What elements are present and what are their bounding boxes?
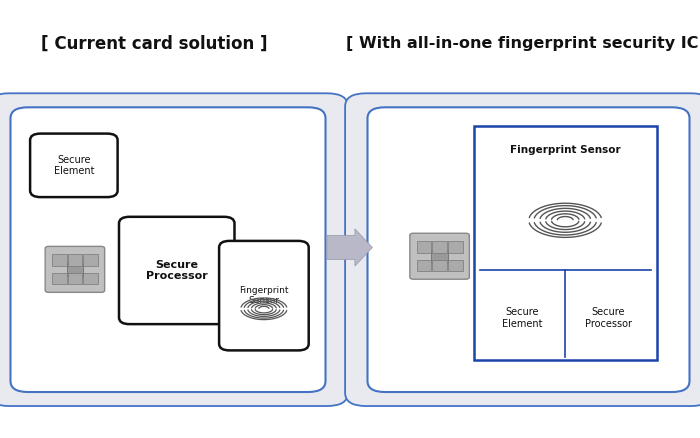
Bar — [52, 273, 66, 284]
Bar — [416, 260, 431, 271]
Text: Secure
Processor: Secure Processor — [584, 307, 631, 329]
FancyBboxPatch shape — [368, 107, 690, 392]
Text: Fingerprint
Sensor: Fingerprint Sensor — [239, 286, 288, 305]
FancyBboxPatch shape — [219, 241, 309, 350]
FancyBboxPatch shape — [431, 250, 448, 263]
Text: Fingerprint Sensor: Fingerprint Sensor — [510, 145, 621, 155]
FancyBboxPatch shape — [119, 217, 234, 324]
FancyBboxPatch shape — [474, 126, 657, 360]
FancyBboxPatch shape — [0, 93, 348, 406]
FancyBboxPatch shape — [66, 263, 83, 276]
Text: Secure
Element: Secure Element — [54, 155, 94, 176]
FancyBboxPatch shape — [30, 134, 118, 197]
Bar — [448, 260, 463, 271]
Bar — [448, 241, 463, 253]
FancyBboxPatch shape — [7, 105, 329, 394]
Text: Secure
Element: Secure Element — [502, 307, 542, 329]
Text: [ Current card solution ]: [ Current card solution ] — [41, 35, 267, 53]
FancyBboxPatch shape — [358, 101, 699, 398]
Text: Secure
Processor: Secure Processor — [146, 260, 208, 281]
FancyBboxPatch shape — [351, 97, 700, 402]
Bar — [67, 273, 83, 284]
FancyArrow shape — [327, 229, 372, 266]
Bar — [52, 254, 66, 266]
Bar — [433, 260, 447, 271]
FancyBboxPatch shape — [410, 233, 469, 279]
FancyBboxPatch shape — [45, 246, 105, 293]
Text: [ With all-in-one fingerprint security IC ]: [ With all-in-one fingerprint security I… — [346, 36, 700, 51]
Bar — [433, 241, 447, 253]
Bar — [83, 273, 98, 284]
FancyBboxPatch shape — [0, 97, 342, 402]
FancyBboxPatch shape — [10, 107, 326, 392]
FancyBboxPatch shape — [364, 105, 693, 394]
FancyBboxPatch shape — [1, 101, 335, 398]
Bar — [83, 254, 98, 266]
FancyBboxPatch shape — [345, 93, 700, 406]
Bar — [67, 254, 83, 266]
Bar — [416, 241, 431, 253]
